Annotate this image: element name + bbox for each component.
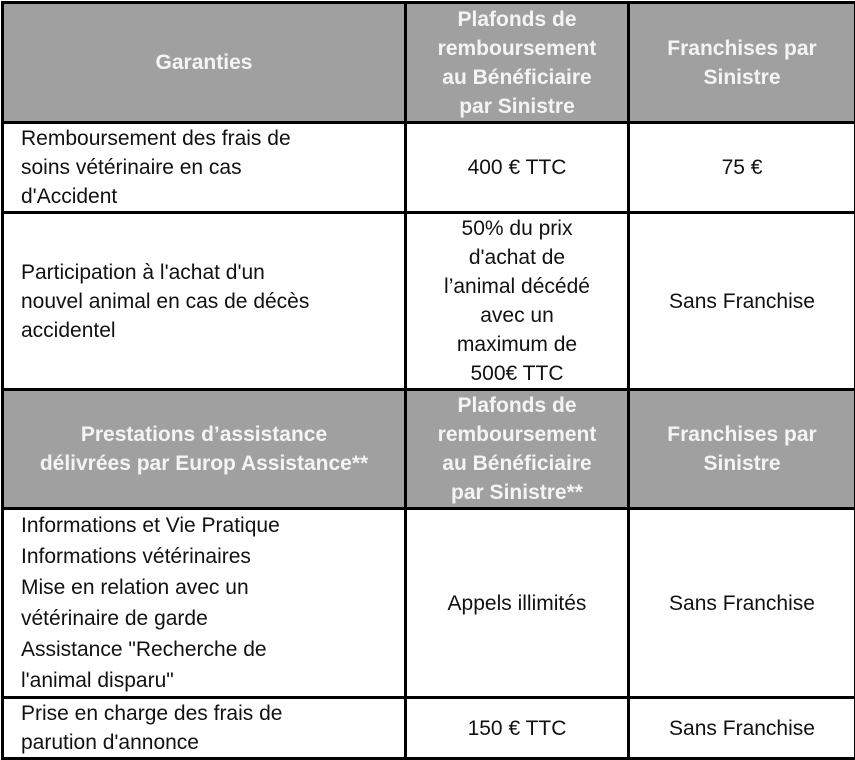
table-row: Participation à l'achat d'un nouvel anim…: [3, 213, 855, 390]
franchise-cell: Sans Franchise: [629, 698, 855, 759]
cell-line: Remboursement des frais de: [21, 127, 291, 150]
cell-line: maximum de: [457, 333, 577, 356]
cell-line: l'animal disparu": [21, 665, 398, 696]
cell-line: soins vétérinaire en cas: [21, 156, 242, 179]
cell-line: vétérinaire de garde: [21, 603, 398, 634]
header-line: par Sinistre: [459, 95, 575, 118]
plafond-cell: 50% du prix d'achat de l’animal décédé a…: [406, 213, 629, 390]
header-line: par Sinistre**: [451, 481, 583, 504]
header-line: remboursement: [438, 423, 597, 446]
plafond-cell: 150 € TTC: [406, 698, 629, 759]
table-row: Informations et Vie Pratique Information…: [3, 509, 855, 698]
cell-line: nouvel animal en cas de décès: [21, 290, 309, 313]
header-line: délivrées par Europ Assistance**: [40, 452, 368, 475]
plafond-cell: Appels illimités: [406, 509, 629, 698]
garantie-cell: Remboursement des frais de soins vétérin…: [3, 123, 406, 213]
cell-line: parution d'annonce: [21, 731, 199, 754]
header-franchises: Franchises par Sinistre: [629, 3, 855, 123]
table-row: Prise en charge des frais de parution d'…: [3, 698, 855, 759]
header-line: Prestations d’assistance: [81, 423, 327, 446]
cell-line: d'achat de: [469, 246, 565, 269]
prestation-cell: Prise en charge des frais de parution d'…: [3, 698, 406, 759]
header-line: au Bénéficiaire: [442, 66, 591, 89]
header-row-garanties: Garanties Plafonds de remboursement au B…: [3, 3, 855, 123]
header-plafonds: Plafonds de remboursement au Bénéficiair…: [406, 390, 629, 509]
header-line: Franchises par: [667, 37, 816, 60]
cell-line: l’animal décédé: [444, 275, 590, 298]
plafond-cell: 400 € TTC: [406, 123, 629, 213]
cell-line: 500€ TTC: [471, 362, 564, 385]
cell-line: Participation à l'achat d'un: [21, 261, 265, 284]
header-line: Plafonds de: [457, 394, 576, 417]
table-row: Remboursement des frais de soins vétérin…: [3, 123, 855, 213]
cell-line: Prise en charge des frais de: [21, 702, 282, 725]
garantie-cell: Participation à l'achat d'un nouvel anim…: [3, 213, 406, 390]
header-row-prestations: Prestations d’assistance délivrées par E…: [3, 390, 855, 509]
cell-line: Mise en relation avec un: [21, 572, 398, 603]
cell-line: Informations et Vie Pratique: [21, 510, 398, 541]
cell-line: accidentel: [21, 319, 116, 342]
header-line: au Bénéficiaire: [442, 452, 591, 475]
franchise-cell: Sans Franchise: [629, 213, 855, 390]
header-plafonds: Plafonds de remboursement au Bénéficiair…: [406, 3, 629, 123]
franchise-cell: Sans Franchise: [629, 509, 855, 698]
cell-line: Assistance "Recherche de: [21, 634, 398, 665]
header-line: remboursement: [438, 37, 597, 60]
franchise-cell: 75 €: [629, 123, 855, 213]
header-prestations: Prestations d’assistance délivrées par E…: [3, 390, 406, 509]
header-line: Sinistre: [703, 452, 780, 475]
cell-line: avec un: [480, 304, 554, 327]
header-garanties: Garanties: [3, 3, 406, 123]
prestation-cell: Informations et Vie Pratique Information…: [3, 509, 406, 698]
cell-line: d'Accident: [21, 185, 117, 208]
header-line: Franchises par: [667, 423, 816, 446]
cell-line: Informations vétérinaires: [21, 541, 398, 572]
header-line: Sinistre: [703, 66, 780, 89]
header-franchises: Franchises par Sinistre: [629, 390, 855, 509]
header-line: Plafonds de: [457, 8, 576, 31]
cell-line: 50% du prix: [462, 217, 573, 240]
